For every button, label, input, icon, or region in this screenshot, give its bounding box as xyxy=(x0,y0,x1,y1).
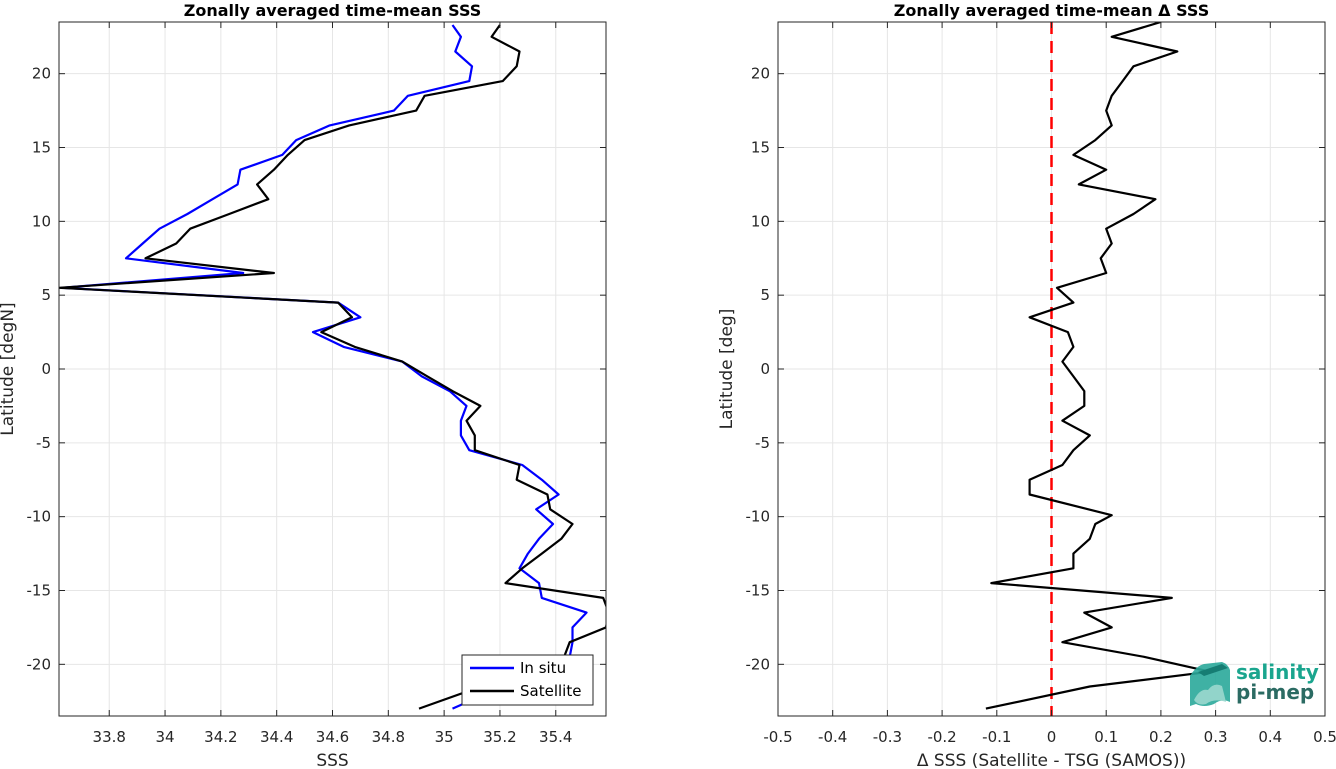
x-tick-label: -0.4 xyxy=(818,728,847,746)
y-tick-label: 0 xyxy=(760,360,770,378)
y-tick-label: 10 xyxy=(751,212,770,230)
x-tick-label: 0.3 xyxy=(1204,728,1228,746)
y-tick-label: -15 xyxy=(27,581,52,599)
x-tick-label: 34.8 xyxy=(372,728,405,746)
x-tick-label: -0.5 xyxy=(763,728,792,746)
y-tick-label: 5 xyxy=(41,286,51,304)
logo-text-pi-mep: pi-mep xyxy=(1236,680,1314,704)
series-line-delta-sss xyxy=(985,22,1212,710)
y-tick-label: 20 xyxy=(751,65,770,83)
y-tick-label: -10 xyxy=(746,508,771,526)
legend-label-in-situ: In situ xyxy=(520,659,566,677)
y-tick-label: 5 xyxy=(760,286,770,304)
y-tick-label: -5 xyxy=(36,434,51,452)
chart-title-right: Zonally averaged time-mean Δ SSS xyxy=(894,1,1210,20)
x-tick-label: 0.2 xyxy=(1149,728,1173,746)
chart-title-left: Zonally averaged time-mean SSS xyxy=(184,1,482,20)
series-lines-right xyxy=(985,22,1212,710)
y-axis-label-right: Latitude [deg] xyxy=(717,309,737,430)
x-tick-label: -0.3 xyxy=(873,728,902,746)
panel-right-delta-sss: -0.5 -0.4 -0.3 -0.2 -0.1 0 0.1 0.2 0.3 0.4 0.5 -20 -… xyxy=(717,1,1336,769)
y-tick-label: -20 xyxy=(27,655,52,673)
x-axis-label-left: SSS xyxy=(316,751,348,769)
ticks-right: -0.5 -0.4 -0.3 -0.2 -0.1 0 0.1 0.2 0.3 0.4 0.5 -20 -… xyxy=(746,22,1336,746)
y-tick-label: -5 xyxy=(755,434,770,452)
x-tick-label: 0 xyxy=(1047,728,1057,746)
y-axis-label-left: Latitude [degN] xyxy=(0,302,18,435)
y-tick-label: -10 xyxy=(27,508,52,526)
series-lines-left xyxy=(59,24,606,710)
legend-box xyxy=(461,654,594,706)
series-line-in-situ xyxy=(60,24,588,710)
panel-left-sss: 33.8 34 34.2 34.4 34.6 34.8 35 35.2 35.4 -20 -15 -1… xyxy=(0,1,607,769)
ticks-left: 33.8 34 34.2 34.4 34.6 34.8 35 35.2 35.4 -20 -15 -1… xyxy=(27,22,606,746)
y-tick-label: -15 xyxy=(746,581,771,599)
legend: In situ Satellite xyxy=(461,654,594,706)
y-tick-label: 20 xyxy=(32,65,51,83)
x-tick-label: 0.5 xyxy=(1313,728,1336,746)
x-tick-label: 35 xyxy=(435,728,454,746)
y-tick-label: 0 xyxy=(41,360,51,378)
waves-icon xyxy=(1190,662,1230,706)
x-tick-label: 34.6 xyxy=(316,728,349,746)
y-tick-label: 15 xyxy=(751,139,770,157)
x-tick-label: 0.1 xyxy=(1094,728,1118,746)
x-tick-label: 35.4 xyxy=(539,728,572,746)
x-tick-label: 34.4 xyxy=(260,728,293,746)
y-tick-label: -20 xyxy=(746,655,771,673)
x-tick-label: 34.2 xyxy=(204,728,237,746)
x-tick-label: 33.8 xyxy=(93,728,126,746)
x-tick-label: 35.2 xyxy=(483,728,516,746)
x-axis-label-right: Δ SSS (Satellite - TSG (SAMOS)) xyxy=(917,751,1186,769)
x-tick-label: 0.4 xyxy=(1258,728,1282,746)
legend-label-satellite: Satellite xyxy=(520,682,581,700)
y-tick-label: 10 xyxy=(32,212,51,230)
x-tick-label: 34 xyxy=(156,728,175,746)
y-tick-label: 15 xyxy=(32,139,51,157)
x-tick-label: -0.1 xyxy=(982,728,1011,746)
gridlines-left xyxy=(59,22,606,716)
salinity-pi-mep-logo: salinity pi-mep xyxy=(1190,660,1319,706)
x-tick-label: -0.2 xyxy=(927,728,956,746)
logo-text-salinity: salinity xyxy=(1236,660,1319,684)
series-line-satellite xyxy=(59,24,606,710)
